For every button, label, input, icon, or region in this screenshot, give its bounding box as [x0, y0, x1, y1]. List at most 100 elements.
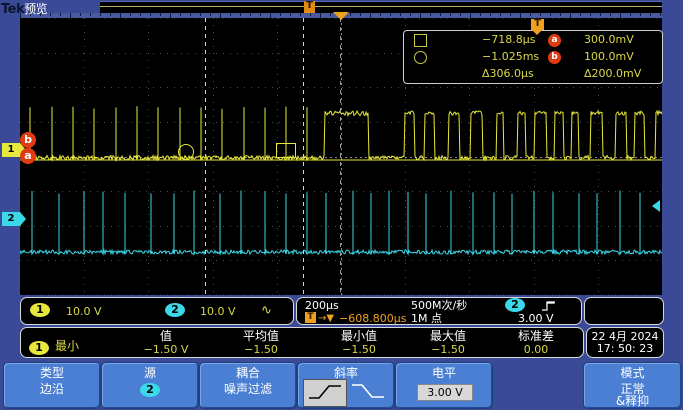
grid-hline [20, 122, 662, 123]
measurement-bar: 1 最小 值 −1.50 V 平均值 −1.50 最小值 −1.50 最大值 −… [20, 327, 664, 358]
menu-source-title: 源 [143, 366, 156, 380]
menu-coupling-value: 噪声过滤 [223, 382, 272, 396]
trigger-pos-arrow-icon: →▼ [318, 313, 335, 324]
ch1-scale[interactable]: 10.0 V [66, 305, 102, 318]
cursor-marker-a[interactable]: a [20, 148, 36, 164]
menu-type-value: 边沿 [39, 382, 64, 396]
measure-header-4: 标准差 [517, 329, 554, 343]
measure-col-3: 最大值 −1.50 [393, 329, 503, 357]
grid-vline [277, 18, 278, 295]
ch1-ground-marker[interactable]: 1 [2, 143, 26, 157]
grid-vline [405, 18, 406, 295]
measure-header-0: 值 [159, 329, 172, 343]
record-length[interactable]: 1M 点 [411, 312, 442, 325]
cursor-readout-row-square: −718.8µs a 300.0mV [404, 32, 662, 48]
status-bar: 1 10.0 V 2 10.0 V ∿ 200µs T →▼ −608.800µ… [20, 297, 664, 325]
menu-slope-title: 斜率 [333, 366, 358, 380]
overview-waveform-line [100, 6, 662, 7]
grid-vline [469, 18, 470, 295]
trigger-position-arrow-icon[interactable] [333, 12, 349, 20]
circle-cursor-icon [414, 51, 427, 64]
ch2-ground-marker[interactable]: 2 [2, 212, 26, 226]
rising-edge-glyph [542, 301, 555, 311]
measure-value-0: −1.50 V [143, 343, 189, 356]
measure-value-3: −1.50 [431, 343, 465, 356]
datetime-box: 22 4月 2024 17: 50: 23 [586, 327, 664, 358]
cursor-badge-b: b [548, 51, 561, 64]
menu-level-value[interactable]: 3.00 V [417, 384, 473, 401]
measure-source-badge[interactable]: 1 [29, 341, 49, 355]
menu-mode-value2: &释抑 [615, 394, 650, 408]
menu-mode-value: 正常 [620, 382, 645, 396]
cursor-readout-box: −718.8µs a 300.0mV −1.025ms b 100.0mV Δ3… [403, 30, 663, 84]
menu-button-mode[interactable]: 模式 正常 &释抑 [583, 362, 682, 409]
measure-header-1: 平均值 [242, 329, 279, 343]
measure-value-4: 0.00 [523, 343, 549, 356]
menu-type-title: 类型 [39, 366, 64, 380]
square-cursor-icon [414, 34, 427, 47]
menu-button-type[interactable]: 类型 边沿 [3, 362, 101, 409]
brand-tek: Tek [1, 2, 25, 17]
trigger-level-value[interactable]: 3.00 V [518, 312, 554, 325]
cursor-vline-square[interactable] [303, 18, 304, 295]
measure-header-2: 最小值 [340, 329, 377, 343]
grid-hline [20, 226, 662, 227]
grid-hline [20, 157, 662, 158]
falling-slope-option[interactable] [347, 379, 389, 405]
falling-slope-icon [352, 384, 384, 398]
time-label: 17: 50: 23 [596, 342, 654, 355]
rising-slope-option[interactable] [303, 379, 347, 407]
cursor-readout-row-circle: −1.025ms b 100.0mV [404, 49, 662, 65]
trigger-position-badge: T [305, 312, 316, 323]
waveform-traces [20, 106, 662, 256]
cursor-a-voltage: 300.0mV [584, 33, 634, 46]
measure-col-4: 标准差 0.00 [481, 329, 591, 357]
cursor-readout-row-delta: Δ306.0µs Δ200.0mV [404, 66, 662, 82]
trigger-level-marker[interactable]: T [531, 18, 544, 35]
rising-edge-icon: ⌐ [545, 297, 556, 312]
measure-value-1: −1.50 [244, 343, 278, 356]
ch2-scale[interactable]: 10.0 V [200, 305, 236, 318]
menu-mode-title: 模式 [620, 366, 645, 380]
sample-rate[interactable]: 500M次/秒 [411, 299, 468, 312]
measure-col-0: 值 −1.50 V [111, 329, 221, 357]
grid-hline [20, 53, 662, 54]
overview-trigger-marker[interactable]: T [304, 0, 315, 17]
measurement-table: 1 最小 值 −1.50 V 平均值 −1.50 最小值 −1.50 最大值 −… [20, 327, 584, 358]
menu-source-value: 2 [140, 383, 160, 397]
ac-coupling-icon: ∿ [261, 303, 272, 318]
date-label: 22 4月 2024 [591, 330, 659, 343]
menu-level-title: 电平 [431, 366, 456, 380]
menu-button-level[interactable]: 电平 3.00 V [395, 362, 493, 409]
ch1-badge[interactable]: 1 [30, 303, 50, 317]
overview-bar[interactable] [100, 1, 662, 14]
timebase-value[interactable]: 200µs [305, 299, 339, 312]
trigger-vline[interactable] [340, 18, 341, 295]
cursor-circle-marker[interactable] [178, 144, 194, 160]
grid-hline [20, 260, 662, 261]
ch2-offset-arrow-icon[interactable] [652, 200, 660, 212]
cursor-square-marker[interactable] [276, 143, 296, 158]
grid-vline [148, 18, 149, 295]
rising-slope-icon [309, 385, 341, 399]
measure-source-label: 最小 [55, 339, 80, 353]
cursor-delta-voltage: Δ200.0mV [584, 67, 642, 80]
measure-col-2: 最小值 −1.50 [304, 329, 414, 357]
bottom-menu: 类型 边沿 源 2 耦合 噪声过滤 斜率 电平 3. [0, 360, 683, 410]
grid-hline [20, 191, 662, 192]
menu-button-slope[interactable]: 斜率 [297, 362, 395, 409]
trigger-source-badge[interactable]: 2 [505, 298, 525, 312]
measure-header-3: 最大值 [429, 329, 466, 343]
ch2-badge[interactable]: 2 [165, 303, 185, 317]
status-extra-pill [584, 297, 664, 325]
cursor-vline-circle[interactable] [205, 18, 206, 295]
cursor-marker-b[interactable]: b [20, 132, 36, 148]
menu-button-coupling[interactable]: 耦合 噪声过滤 [199, 362, 297, 409]
menu-coupling-title: 耦合 [235, 366, 260, 380]
grid-hline [20, 87, 662, 88]
cursor-badge-a: a [548, 34, 561, 47]
cursor-square-time: −718.8µs [482, 33, 536, 46]
menu-button-source[interactable]: 源 2 [101, 362, 199, 409]
trigger-position-value[interactable]: −608.800µs [339, 312, 407, 325]
grid-edge [20, 294, 662, 295]
